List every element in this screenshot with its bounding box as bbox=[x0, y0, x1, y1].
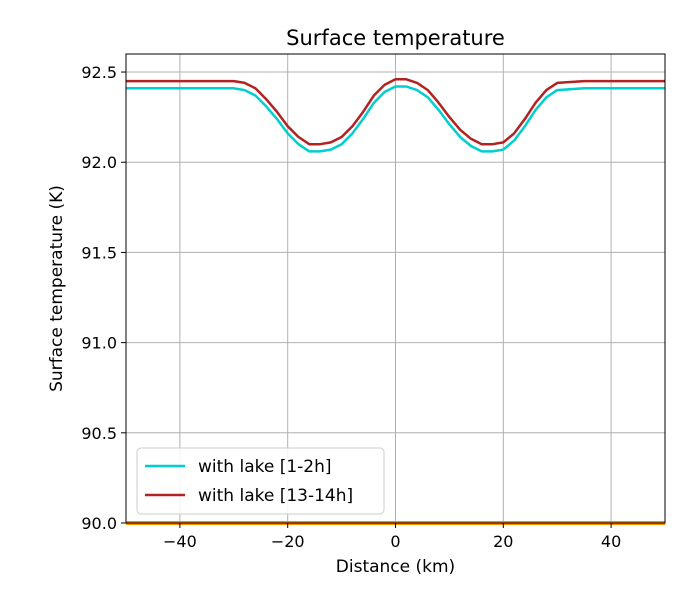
y-tick-label: 92.0 bbox=[81, 153, 117, 172]
x-tick-label: 20 bbox=[493, 532, 513, 551]
series-line-1 bbox=[126, 78, 665, 146]
x-tick-label: −40 bbox=[163, 532, 197, 551]
chart-title: Surface temperature bbox=[286, 26, 505, 50]
y-tick-label: 92.5 bbox=[81, 63, 117, 82]
series-line-0 bbox=[126, 85, 665, 153]
y-tick-label: 91.0 bbox=[81, 334, 117, 353]
y-tick-label: 91.5 bbox=[81, 243, 117, 262]
legend-label: with lake [13-14h] bbox=[198, 486, 353, 506]
y-axis-label: Surface temperature (K) bbox=[47, 185, 67, 392]
legend-box bbox=[136, 447, 385, 515]
y-tick-label: 90.0 bbox=[81, 514, 117, 533]
legend: with lake [1-2h] with lake [13-14h] bbox=[136, 447, 385, 515]
x-tick-label: −20 bbox=[271, 532, 305, 551]
legend-label: with lake [1-2h] bbox=[198, 457, 332, 477]
y-tick-label: 90.5 bbox=[81, 424, 117, 443]
grid bbox=[126, 54, 665, 524]
x-tick-label: 0 bbox=[390, 532, 400, 551]
x-axis-label: Distance (km) bbox=[336, 557, 455, 577]
x-tick-label: 40 bbox=[601, 532, 621, 551]
ticks: −40 −20 0 20 40 90.0 90.5 91.0 91.5 92.0 92.5 bbox=[81, 63, 621, 551]
